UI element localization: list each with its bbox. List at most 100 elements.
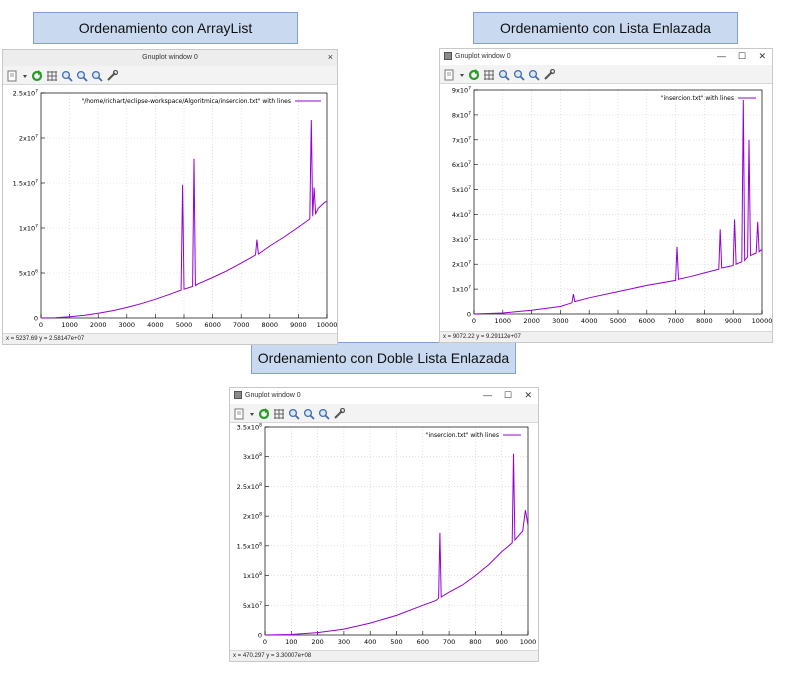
- y-tick-exponent: 8: [259, 571, 262, 577]
- minimize-button[interactable]: —: [483, 390, 492, 400]
- replot-icon[interactable]: [468, 68, 480, 81]
- y-tick-mantissa: 5x10: [452, 186, 468, 194]
- y-tick-mantissa: 7x10: [452, 136, 468, 144]
- y-tick-mantissa: 9x10: [452, 87, 468, 95]
- toolbar: [3, 66, 337, 85]
- y-tick-label: 1x108: [243, 571, 262, 580]
- series-line: [40, 119, 328, 319]
- y-tick-exponent: 7: [259, 601, 262, 607]
- x-tick-label: 700: [443, 638, 455, 646]
- series-line: [473, 99, 763, 315]
- x-tick-label: 300: [338, 638, 350, 646]
- close-button[interactable]: ✕: [758, 51, 766, 61]
- y-tick-mantissa: 3x10: [452, 236, 468, 244]
- y-tick-label: 0: [258, 632, 262, 640]
- zoom-next-icon[interactable]: [76, 69, 88, 82]
- grid-icon[interactable]: [46, 69, 58, 81]
- y-tick-label: 0: [467, 311, 471, 319]
- zoom-previous-icon[interactable]: [498, 68, 510, 81]
- copy-icon[interactable]: [234, 407, 246, 420]
- x-tick-label: 6000: [639, 317, 656, 325]
- settings-icon[interactable]: [106, 69, 119, 81]
- dropdown-icon[interactable]: [22, 69, 28, 81]
- gnuplot-app-icon: [444, 52, 452, 60]
- dropdown-icon[interactable]: [249, 407, 255, 419]
- title-bar: Gnuplot window 0 ×: [3, 50, 337, 66]
- y-tick-label: 1x107: [19, 224, 38, 233]
- caption-arraylist: Ordenamiento con ArrayList: [33, 12, 298, 44]
- zoom-next-icon[interactable]: [303, 407, 315, 420]
- x-tick-label: 7000: [667, 317, 684, 325]
- settings-icon[interactable]: [543, 68, 556, 80]
- x-tick-label: 200: [311, 638, 323, 646]
- x-tick-label: 400: [364, 638, 376, 646]
- unzoom-icon[interactable]: [318, 407, 330, 420]
- caption-doble-lista-enlazada: Ordenamiento con Doble Lista Enlazada: [251, 342, 516, 374]
- x-tick-label: 4000: [581, 317, 598, 325]
- y-tick-label: 0: [34, 315, 38, 323]
- replot-icon[interactable]: [31, 69, 43, 82]
- maximize-button[interactable]: ☐: [737, 51, 746, 61]
- x-tick-label: 5000: [176, 321, 193, 329]
- replot-icon[interactable]: [258, 407, 270, 420]
- y-tick-label: 5x107: [243, 601, 262, 610]
- x-tick-label: 0: [472, 317, 476, 325]
- grid-icon[interactable]: [483, 68, 495, 80]
- close-button[interactable]: ✕: [524, 390, 532, 400]
- gnuplot-app-icon: [234, 391, 242, 399]
- maximize-button[interactable]: ☐: [503, 390, 512, 400]
- toolbar: [440, 65, 772, 84]
- x-tick-label: 1000: [61, 321, 78, 329]
- y-tick-mantissa: 2.5x10: [237, 483, 259, 491]
- gnuplot-window-lista-enlazada: Gnuplot window 0 — ☐ ✕ 0 1x107 2x107 3x107 4…: [439, 48, 773, 343]
- window-title: Gnuplot window 0: [455, 53, 511, 60]
- y-tick-exponent: 7: [468, 285, 471, 291]
- unzoom-icon[interactable]: [91, 69, 103, 82]
- y-tick-label: 3.5x108: [237, 423, 262, 432]
- grid-icon[interactable]: [273, 407, 285, 419]
- copy-icon[interactable]: [7, 69, 19, 82]
- y-tick-exponent: 7: [468, 135, 471, 141]
- y-tick-label: 3x108: [243, 452, 262, 461]
- y-tick-exponent: 8: [259, 512, 262, 518]
- x-tick-label: 10000: [752, 317, 773, 325]
- status-bar: x = 9072.22 y = 9.29112e+07: [440, 331, 772, 342]
- y-tick-mantissa: 2.5x10: [13, 90, 35, 98]
- y-tick-mantissa: 1x10: [19, 225, 35, 233]
- y-tick-exponent: 8: [259, 452, 262, 458]
- x-tick-label: 800: [469, 638, 481, 646]
- y-tick-exponent: 7: [468, 160, 471, 166]
- zoom-previous-icon[interactable]: [288, 407, 300, 420]
- status-bar: x = 5237.69 y = 2.58147e+07: [3, 333, 337, 344]
- plot-area[interactable]: 05x1071x1081.5x1082x1082.5x1083x1083.5x1…: [230, 423, 539, 653]
- x-tick-label: 2000: [90, 321, 107, 329]
- x-tick-label: 5000: [610, 317, 627, 325]
- dropdown-icon[interactable]: [459, 68, 465, 80]
- unzoom-icon[interactable]: [528, 68, 540, 81]
- y-tick-label: 2x107: [452, 260, 471, 269]
- caption-lista-enlazada: Ordenamiento con Lista Enlazada: [473, 12, 738, 44]
- y-tick-mantissa: 1.5x10: [13, 180, 35, 188]
- legend-label: "/home/richart/eclipse-workspace/Algorit…: [81, 98, 291, 105]
- copy-icon[interactable]: [444, 68, 456, 81]
- close-button[interactable]: ×: [327, 52, 333, 62]
- x-tick-label: 2000: [523, 317, 540, 325]
- zoom-next-icon[interactable]: [513, 68, 525, 81]
- minimize-button[interactable]: —: [717, 51, 726, 61]
- settings-icon[interactable]: [333, 407, 346, 419]
- x-tick-label: 6000: [204, 321, 221, 329]
- zoom-previous-icon[interactable]: [61, 69, 73, 82]
- y-tick-label: 1.5x107: [13, 179, 38, 188]
- y-tick-mantissa: 1x10: [452, 286, 468, 294]
- y-tick-exponent: 7: [468, 210, 471, 216]
- y-tick-exponent: 7: [468, 185, 471, 191]
- series-line: [264, 453, 529, 636]
- status-bar: x = 470.297 y = 3.30007e+08: [230, 650, 538, 661]
- y-tick-mantissa: 5x10: [243, 602, 259, 610]
- y-tick-exponent: 7: [35, 134, 38, 140]
- plot-area[interactable]: 01x1072x1073x1074x1075x1076x1077x1078x10…: [440, 84, 773, 334]
- y-tick-mantissa: 4x10: [452, 211, 468, 219]
- y-tick-label: 2.5x108: [237, 482, 262, 491]
